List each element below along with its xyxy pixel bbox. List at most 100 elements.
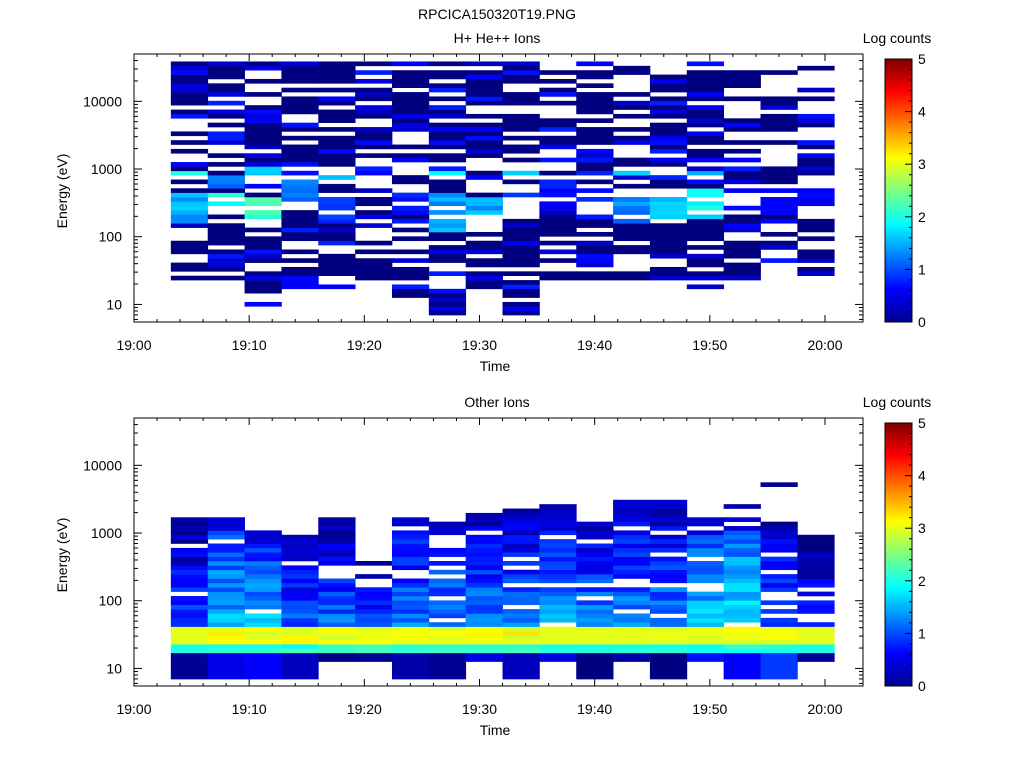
heatmap-cell — [613, 65, 651, 71]
heatmap-cell — [355, 574, 393, 579]
x-tick-label: 19:20 — [347, 337, 382, 353]
heatmap-cell — [649, 240, 688, 246]
heatmap-cell — [613, 644, 651, 649]
heatmap-cell — [686, 644, 725, 649]
heatmap-cell — [428, 639, 467, 645]
heatmap-cell — [355, 639, 393, 645]
heatmap-cell — [797, 157, 835, 163]
heatmap-cell — [207, 253, 245, 259]
heatmap-cell — [281, 569, 319, 575]
heatmap-cell — [170, 539, 209, 544]
heatmap-cell — [649, 600, 688, 606]
heatmap-cell — [244, 227, 282, 233]
heatmap-cell — [797, 170, 835, 176]
heatmap-cell — [428, 249, 467, 255]
heatmap-cell — [428, 609, 467, 614]
heatmap-cell — [391, 271, 430, 277]
heatmap-cell — [576, 275, 614, 281]
heatmap-cell — [760, 118, 798, 123]
heatmap-cell — [391, 578, 430, 584]
heatmap-cell — [428, 157, 467, 163]
heatmap-cell — [649, 526, 688, 531]
heatmap-cell — [613, 600, 651, 606]
heatmap-cell — [391, 92, 430, 97]
heatmap-cell — [539, 626, 577, 632]
heatmap-cell — [797, 630, 835, 636]
heatmap-cell — [686, 561, 725, 566]
heatmap-cell — [723, 148, 761, 154]
heatmap-cell — [613, 140, 651, 145]
heatmap-cell — [760, 574, 798, 579]
heatmap-cell — [576, 179, 614, 185]
heatmap-cell — [576, 600, 614, 606]
heatmap-cell — [539, 240, 577, 246]
heatmap-cell — [391, 582, 430, 588]
heatmap-cell — [613, 162, 651, 167]
x-tick-label: 19:10 — [232, 701, 267, 717]
heatmap-cell — [613, 197, 651, 202]
heatmap-cell — [613, 587, 651, 592]
y-axis: 10 100 1000 10000 — [83, 424, 863, 684]
heatmap-cell — [207, 262, 245, 268]
heatmap-cell — [170, 635, 209, 641]
heatmap-cell — [539, 210, 577, 215]
heatmap-cell — [797, 166, 835, 172]
heatmap-cell — [613, 626, 651, 632]
heatmap-cell — [170, 262, 209, 268]
heatmap-cell — [318, 613, 356, 619]
heatmap-cell — [760, 166, 798, 172]
heatmap-cell — [465, 127, 503, 132]
heatmap-cell — [281, 236, 319, 242]
heatmap-cell — [244, 249, 282, 255]
heatmap-cell — [686, 543, 725, 549]
heatmap-cell — [428, 61, 467, 67]
heatmap-cell — [613, 574, 651, 579]
heatmap-cell — [244, 258, 282, 263]
heatmap-cell — [207, 87, 245, 93]
heatmap-cell — [576, 547, 614, 553]
heatmap-cell — [465, 512, 503, 518]
heatmap-cell — [649, 105, 688, 110]
heatmap-cell — [244, 245, 282, 250]
heatmap-cell — [170, 166, 209, 172]
heatmap-cell — [686, 96, 725, 102]
heatmap-cell — [281, 565, 319, 571]
heatmap-cell — [649, 674, 688, 680]
heatmap-cell — [318, 231, 356, 237]
heatmap-cell — [686, 639, 725, 645]
heatmap-cell — [318, 526, 356, 531]
heatmap-cell — [723, 127, 761, 132]
heatmap-cell — [465, 600, 503, 606]
heatmap-cell — [281, 639, 319, 645]
heatmap-cell — [207, 258, 245, 263]
heatmap-cell — [760, 639, 798, 645]
heatmap-cell — [355, 109, 393, 115]
heatmap-cell — [465, 626, 503, 632]
heatmap-cell — [502, 293, 540, 298]
heatmap-cell — [207, 530, 245, 536]
heatmap-cell — [649, 236, 688, 242]
heatmap-cell — [281, 280, 319, 285]
heatmap-cell — [576, 626, 614, 632]
heatmap-cell — [686, 92, 725, 97]
heatmap-cell — [576, 140, 614, 145]
heatmap-cell — [502, 552, 540, 557]
heatmap-cell — [207, 201, 245, 207]
heatmap-cell — [649, 74, 688, 80]
heatmap-cell — [244, 635, 282, 641]
heatmap-cell — [355, 587, 393, 592]
heatmap-cell — [686, 74, 725, 80]
heatmap-cell — [686, 218, 725, 224]
heatmap-cell — [649, 569, 688, 575]
heatmap-cell — [686, 179, 725, 185]
heatmap-cell — [207, 183, 245, 189]
heatmap-cell — [502, 517, 540, 522]
heatmap-cell — [244, 166, 282, 172]
heatmap-cell — [760, 565, 798, 571]
heatmap-cell — [649, 113, 688, 119]
heatmap-cell — [170, 582, 209, 588]
heatmap-cell — [391, 266, 430, 272]
heatmap-cell — [281, 162, 319, 167]
heatmap-cell — [539, 526, 577, 531]
heatmap-cell — [428, 258, 467, 263]
